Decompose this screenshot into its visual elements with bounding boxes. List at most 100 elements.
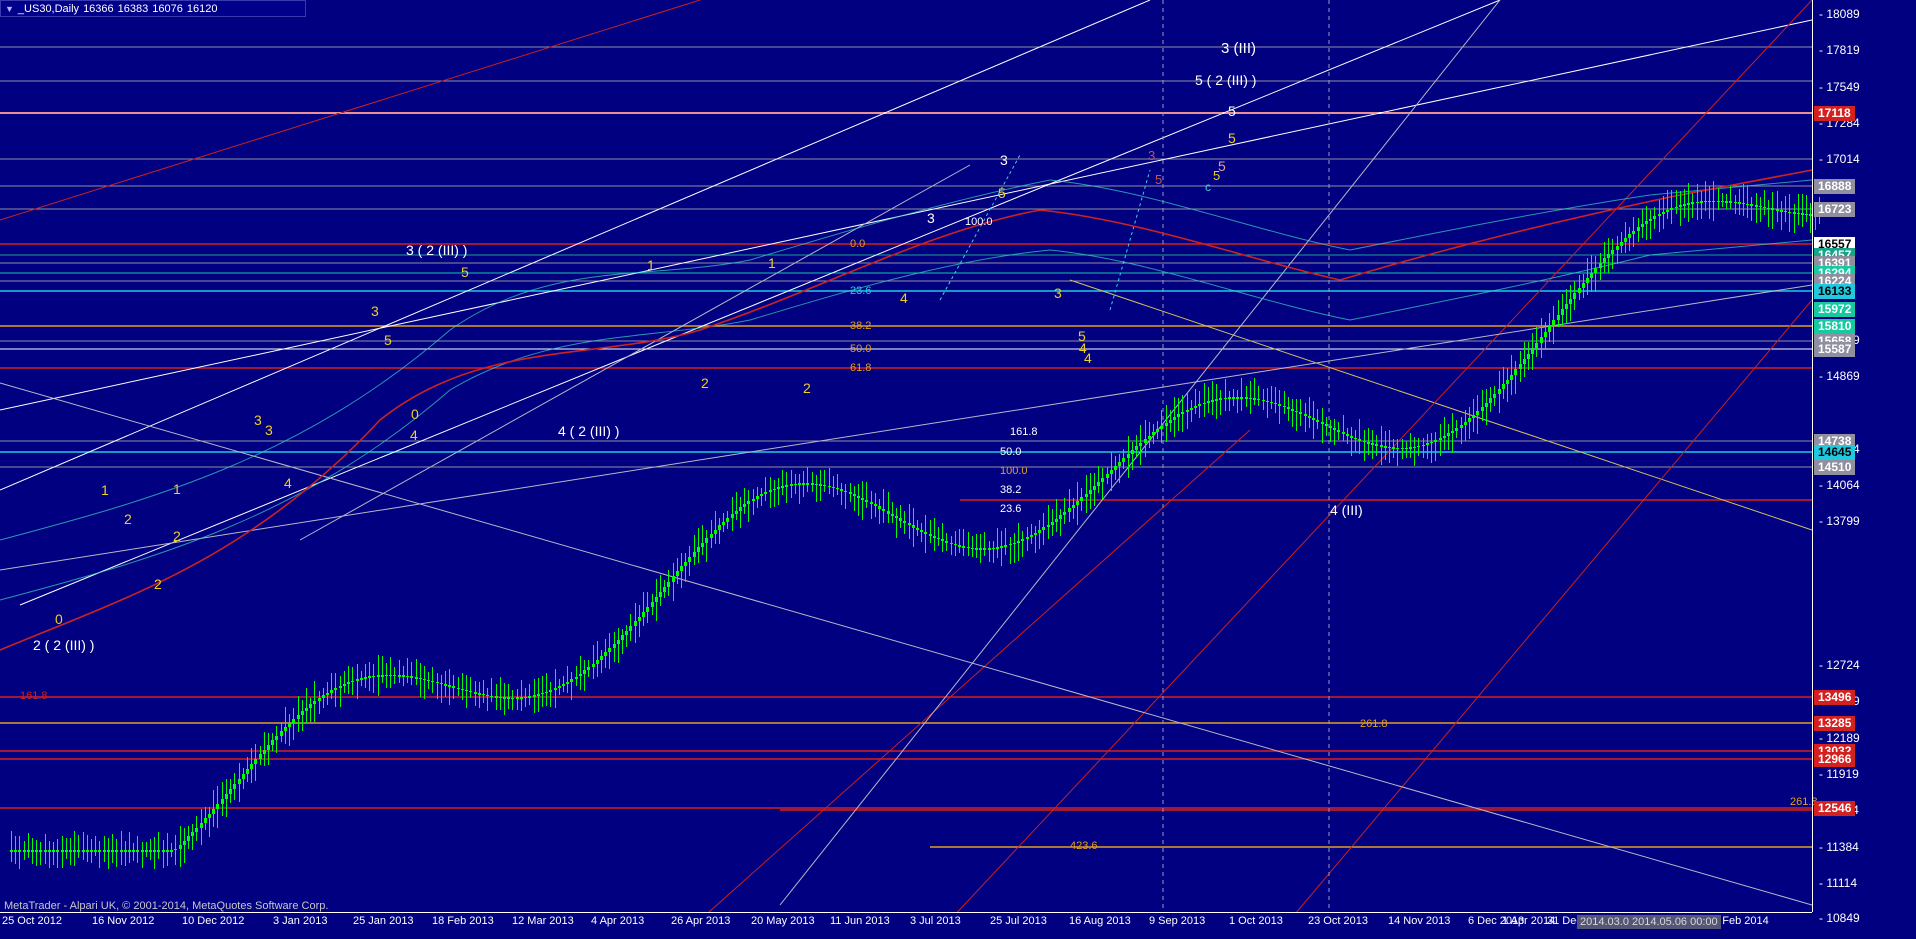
price-level-badge[interactable]: 14510 <box>1814 460 1855 475</box>
fib-label: 61.8 <box>850 362 871 374</box>
date-axis-tick[interactable]: 9 Sep 2013 <box>1149 915 1205 927</box>
ohlc-l: 16076 <box>152 3 183 15</box>
price-tick: - 18089 <box>1813 7 1916 21</box>
symbol-title: _US30,Daily <box>18 3 79 15</box>
elliott-wave-label: 1 <box>768 255 776 271</box>
candlestick-series[interactable] <box>0 0 1812 912</box>
date-axis-tick[interactable]: 3 Jul 2013 <box>910 915 961 927</box>
price-level-badge[interactable]: 15972 <box>1814 302 1855 317</box>
price-tick: - 17014 <box>1813 152 1916 166</box>
date-axis-tick[interactable]: 18 Feb 2013 <box>432 915 494 927</box>
fib-label: 38.2 <box>1000 484 1021 496</box>
fib-label: 161.8 <box>1010 426 1038 438</box>
elliott-wave-label: 2 ( 2 (III) ) <box>33 637 94 653</box>
elliott-wave-label: 1 <box>101 482 109 498</box>
date-axis-tick[interactable]: 16 Nov 2012 <box>92 915 154 927</box>
fib-label: 161.8 <box>20 690 48 702</box>
price-tick: - 17819 <box>1813 43 1916 57</box>
price-level-badge[interactable]: 16133 <box>1814 284 1855 299</box>
elliott-wave-label: 2 <box>803 380 811 396</box>
fib-label: 50.0 <box>850 343 871 355</box>
price-tick: - 17549 <box>1813 80 1916 94</box>
elliott-wave-label: 5 <box>384 332 392 348</box>
price-level-badge[interactable]: 17118 <box>1814 106 1855 121</box>
price-tick: - 14064 <box>1813 478 1916 492</box>
ohlc-h: 16383 <box>118 3 149 15</box>
fib-label: 100.0 <box>965 216 993 228</box>
elliott-wave-label: 2 <box>701 375 709 391</box>
elliott-wave-label: 4 (III) <box>1330 502 1363 518</box>
date-axis-tick[interactable]: 16 Aug 2013 <box>1069 915 1131 927</box>
elliott-wave-label: 3 <box>265 422 273 438</box>
ohlc-o: 16366 <box>83 3 114 15</box>
elliott-wave-label: 4 <box>900 290 908 306</box>
price-level-badge[interactable]: 12966 <box>1814 752 1855 767</box>
elliott-wave-label: 1 <box>173 481 181 497</box>
elliott-wave-label: 0 <box>55 611 63 627</box>
plot-area[interactable]: 0.0 23.6 38.2 50.0 61.8 100.0 50.0 100.0… <box>0 0 1812 912</box>
elliott-wave-label: 3 <box>927 210 935 226</box>
price-level-badge[interactable]: 16723 <box>1814 202 1855 217</box>
date-axis-tick[interactable]: 12 Mar 2013 <box>512 915 574 927</box>
elliott-wave-label: 5 <box>1228 103 1236 119</box>
price-tick: - 11919 <box>1813 767 1916 781</box>
fib-label: 0.0 <box>850 238 865 250</box>
elliott-wave-label: 3 <box>1054 285 1062 301</box>
fib-label: 23.6 <box>850 285 871 297</box>
date-axis-tick[interactable]: 26 Apr 2013 <box>671 915 730 927</box>
price-level-badge[interactable]: 12546 <box>1814 801 1855 816</box>
elliott-wave-label: 4 <box>410 427 418 443</box>
elliott-wave-label: 4 <box>284 475 292 491</box>
date-axis-tick[interactable]: 25 Oct 2012 <box>2 915 62 927</box>
elliott-wave-label: 2 <box>124 511 132 527</box>
fib-label: 100.0 <box>1000 465 1028 477</box>
elliott-wave-label: 5 <box>998 185 1006 201</box>
fib-label: 38.2 <box>850 320 871 332</box>
date-axis-tick[interactable]: 25 Jul 2013 <box>990 915 1047 927</box>
date-axis-tick[interactable]: 4 Apr 2013 <box>591 915 644 927</box>
title-bar-chevron-icon[interactable]: ▼ <box>5 4 14 14</box>
elliott-wave-label: 5 <box>1213 168 1220 183</box>
elliott-wave-label: c <box>1205 180 1211 194</box>
price-level-badge[interactable]: 14645 <box>1814 445 1855 460</box>
date-axis-tick[interactable]: 25 Jan 2013 <box>353 915 414 927</box>
price-tick: - 11114 <box>1813 876 1916 890</box>
price-tick: - 10849 <box>1813 911 1916 925</box>
date-cursor-tooltip: 2014.05.06 00:00 <box>1629 915 1721 929</box>
price-level-badge[interactable]: 13285 <box>1814 716 1855 731</box>
elliott-wave-label: 1 <box>647 257 655 273</box>
date-axis-tick[interactable]: 20 May 2013 <box>751 915 815 927</box>
chart-window: ▼ _US30,Daily 16366 16383 16076 16120 <box>0 0 1916 939</box>
chart-title-bar: ▼ _US30,Daily 16366 16383 16076 16120 <box>0 0 306 17</box>
elliott-wave-label: 5 <box>1155 172 1162 187</box>
elliott-wave-label: 5 <box>1078 328 1086 344</box>
date-axis-tick[interactable]: 1 Apr 2014 <box>1502 915 1555 927</box>
elliott-wave-label: 2 <box>154 576 162 592</box>
date-axis-tick[interactable]: 1 Oct 2013 <box>1229 915 1283 927</box>
price-level-badge[interactable]: 15810 <box>1814 319 1855 334</box>
date-axis-tick[interactable]: 11 Jun 2013 <box>830 915 890 927</box>
elliott-wave-label: 3 <box>371 303 379 319</box>
elliott-wave-label: 4 ( 2 (III) ) <box>558 423 619 439</box>
date-axis-tick[interactable]: 14 Nov 2013 <box>1388 915 1450 927</box>
date-axis-tick[interactable]: 23 Oct 2013 <box>1308 915 1368 927</box>
price-tick: - 12189 <box>1813 731 1916 745</box>
fib-label: 23.6 <box>1000 503 1021 515</box>
price-level-badge[interactable]: 13496 <box>1814 690 1855 705</box>
fib-label: 423.6 <box>1070 840 1098 852</box>
date-axis-tick[interactable]: 3 Jan 2013 <box>273 915 327 927</box>
footer-credit: MetaTrader - Alpari UK, © 2001-2014, Met… <box>4 900 328 912</box>
price-tick: - 11384 <box>1813 840 1916 854</box>
elliott-wave-label: 5 ( 2 (III) ) <box>1195 72 1256 88</box>
elliott-wave-label: 2 <box>173 528 181 544</box>
elliott-wave-label: 3 <box>1148 148 1155 163</box>
ohlc-c: 16120 <box>187 3 218 15</box>
price-tick: - 13799 <box>1813 514 1916 528</box>
date-axis[interactable]: 25 Oct 2012 16 Nov 2012 10 Dec 2012 3 Jan 2… <box>0 912 1812 939</box>
price-axis[interactable]: - 18089- 17819- 17549- 17284- 17014- 151… <box>1812 0 1916 912</box>
price-level-badge[interactable]: 16888 <box>1814 179 1855 194</box>
fib-label: 261.8 <box>1360 718 1388 730</box>
price-tick: - 12724 <box>1813 658 1916 672</box>
price-level-badge[interactable]: 15587 <box>1814 342 1855 357</box>
date-axis-tick[interactable]: 10 Dec 2012 <box>182 915 244 927</box>
